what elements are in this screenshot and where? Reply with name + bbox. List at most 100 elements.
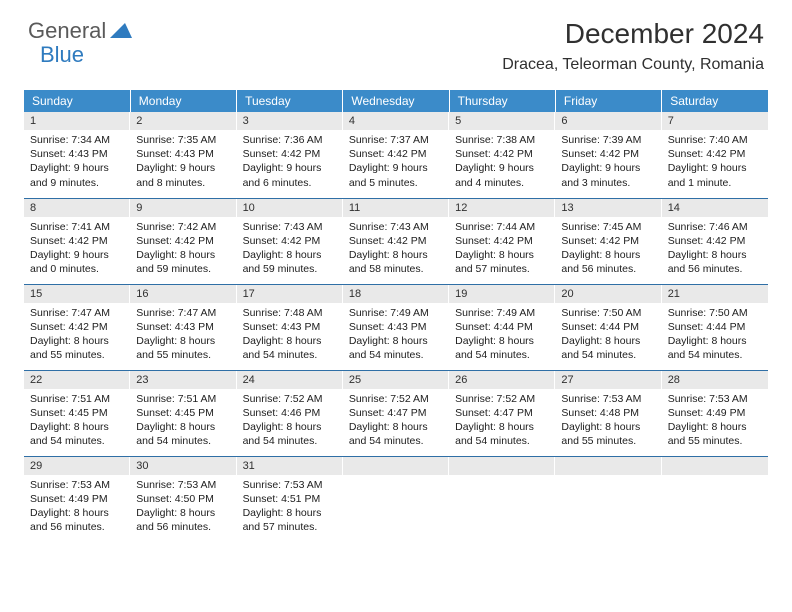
sunset-text: Sunset: 4:43 PM [349,320,443,334]
sunset-text: Sunset: 4:42 PM [455,234,549,248]
day-number [662,457,768,475]
day-number: 2 [130,112,236,130]
daylight-text: Daylight: 9 hours [136,161,230,175]
sunset-text: Sunset: 4:47 PM [349,406,443,420]
daylight-text: Daylight: 8 hours [243,420,337,434]
daylight-text: Daylight: 8 hours [136,420,230,434]
calendar-cell [449,456,555,542]
daylight-text: Daylight: 8 hours [349,420,443,434]
day-body: Sunrise: 7:34 AMSunset: 4:43 PMDaylight:… [24,130,130,194]
calendar-cell [343,456,449,542]
sunset-text: Sunset: 4:45 PM [30,406,124,420]
calendar-row: 22Sunrise: 7:51 AMSunset: 4:45 PMDayligh… [24,370,768,456]
calendar-cell: 13Sunrise: 7:45 AMSunset: 4:42 PMDayligh… [555,198,661,284]
daylight-text: and 57 minutes. [243,520,337,534]
daylight-text: and 54 minutes. [455,434,549,448]
sunset-text: Sunset: 4:43 PM [136,320,230,334]
logo: General [28,18,134,44]
day-body [343,475,449,482]
daylight-text: Daylight: 8 hours [349,334,443,348]
calendar-row: 15Sunrise: 7:47 AMSunset: 4:42 PMDayligh… [24,284,768,370]
sunrise-text: Sunrise: 7:53 AM [136,478,230,492]
title-block: December 2024 Dracea, Teleorman County, … [502,18,764,74]
day-body: Sunrise: 7:35 AMSunset: 4:43 PMDaylight:… [130,130,236,194]
daylight-text: Daylight: 9 hours [30,248,124,262]
calendar-cell: 14Sunrise: 7:46 AMSunset: 4:42 PMDayligh… [662,198,768,284]
calendar-cell: 30Sunrise: 7:53 AMSunset: 4:50 PMDayligh… [130,456,236,542]
day-body: Sunrise: 7:49 AMSunset: 4:44 PMDaylight:… [449,303,555,367]
sunset-text: Sunset: 4:42 PM [561,234,655,248]
daylight-text: Daylight: 8 hours [668,248,762,262]
day-body: Sunrise: 7:42 AMSunset: 4:42 PMDaylight:… [130,217,236,281]
daylight-text: Daylight: 8 hours [243,334,337,348]
daylight-text: and 54 minutes. [243,434,337,448]
daylight-text: and 55 minutes. [30,348,124,362]
weekday-header: Thursday [449,90,555,112]
sunrise-text: Sunrise: 7:50 AM [561,306,655,320]
day-number: 24 [237,371,343,389]
logo-text-general: General [28,18,106,44]
sunset-text: Sunset: 4:44 PM [561,320,655,334]
sunset-text: Sunset: 4:42 PM [455,147,549,161]
day-number: 27 [555,371,661,389]
day-body: Sunrise: 7:41 AMSunset: 4:42 PMDaylight:… [24,217,130,281]
daylight-text: Daylight: 8 hours [136,248,230,262]
calendar-cell: 19Sunrise: 7:49 AMSunset: 4:44 PMDayligh… [449,284,555,370]
sunset-text: Sunset: 4:42 PM [243,147,337,161]
daylight-text: Daylight: 8 hours [136,506,230,520]
day-body: Sunrise: 7:53 AMSunset: 4:49 PMDaylight:… [24,475,130,539]
day-body: Sunrise: 7:51 AMSunset: 4:45 PMDaylight:… [130,389,236,453]
calendar-cell [662,456,768,542]
daylight-text: and 59 minutes. [243,262,337,276]
daylight-text: and 54 minutes. [349,434,443,448]
sunrise-text: Sunrise: 7:37 AM [349,133,443,147]
sunrise-text: Sunrise: 7:45 AM [561,220,655,234]
day-body: Sunrise: 7:52 AMSunset: 4:47 PMDaylight:… [449,389,555,453]
day-body: Sunrise: 7:49 AMSunset: 4:43 PMDaylight:… [343,303,449,367]
day-number: 30 [130,457,236,475]
weekday-header: Sunday [24,90,130,112]
day-body [555,475,661,482]
daylight-text: and 54 minutes. [30,434,124,448]
calendar-cell: 23Sunrise: 7:51 AMSunset: 4:45 PMDayligh… [130,370,236,456]
day-body: Sunrise: 7:36 AMSunset: 4:42 PMDaylight:… [237,130,343,194]
day-body [449,475,555,482]
day-body: Sunrise: 7:51 AMSunset: 4:45 PMDaylight:… [24,389,130,453]
daylight-text: and 55 minutes. [136,348,230,362]
day-body: Sunrise: 7:37 AMSunset: 4:42 PMDaylight:… [343,130,449,194]
sunrise-text: Sunrise: 7:39 AM [561,133,655,147]
logo-text-blue: Blue [40,42,84,68]
sunset-text: Sunset: 4:42 PM [243,234,337,248]
sunset-text: Sunset: 4:44 PM [668,320,762,334]
day-number: 3 [237,112,343,130]
sunset-text: Sunset: 4:42 PM [30,320,124,334]
sunset-text: Sunset: 4:43 PM [243,320,337,334]
sunrise-text: Sunrise: 7:51 AM [136,392,230,406]
day-number: 19 [449,285,555,303]
sunset-text: Sunset: 4:49 PM [30,492,124,506]
day-number [555,457,661,475]
daylight-text: Daylight: 8 hours [455,248,549,262]
daylight-text: and 56 minutes. [30,520,124,534]
calendar-cell: 18Sunrise: 7:49 AMSunset: 4:43 PMDayligh… [343,284,449,370]
daylight-text: and 59 minutes. [136,262,230,276]
day-body: Sunrise: 7:53 AMSunset: 4:49 PMDaylight:… [662,389,768,453]
day-number: 5 [449,112,555,130]
sunrise-text: Sunrise: 7:49 AM [455,306,549,320]
sunrise-text: Sunrise: 7:48 AM [243,306,337,320]
daylight-text: and 56 minutes. [668,262,762,276]
calendar-cell: 27Sunrise: 7:53 AMSunset: 4:48 PMDayligh… [555,370,661,456]
calendar-cell: 5Sunrise: 7:38 AMSunset: 4:42 PMDaylight… [449,112,555,198]
daylight-text: and 54 minutes. [455,348,549,362]
sunset-text: Sunset: 4:42 PM [349,147,443,161]
calendar-cell: 17Sunrise: 7:48 AMSunset: 4:43 PMDayligh… [237,284,343,370]
sunrise-text: Sunrise: 7:47 AM [30,306,124,320]
daylight-text: Daylight: 8 hours [136,334,230,348]
calendar-cell: 28Sunrise: 7:53 AMSunset: 4:49 PMDayligh… [662,370,768,456]
sunrise-text: Sunrise: 7:52 AM [349,392,443,406]
day-number [343,457,449,475]
sunrise-text: Sunrise: 7:52 AM [455,392,549,406]
daylight-text: and 54 minutes. [243,348,337,362]
calendar-cell: 12Sunrise: 7:44 AMSunset: 4:42 PMDayligh… [449,198,555,284]
sunrise-text: Sunrise: 7:53 AM [243,478,337,492]
